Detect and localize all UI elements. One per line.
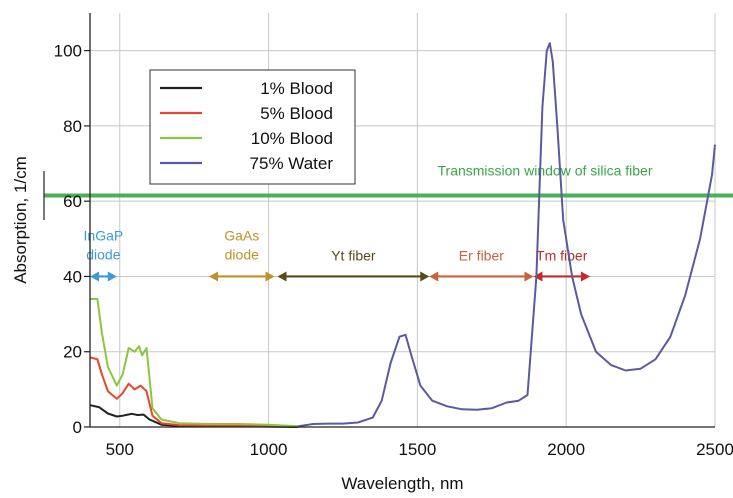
legend-label: 5% Blood	[260, 104, 333, 123]
range-label: InGaP	[84, 227, 124, 243]
range-arrow-head-right	[524, 271, 534, 282]
y-tick-label: 100	[54, 42, 82, 61]
series-line-10-blood	[90, 298, 299, 428]
axes	[43, 13, 715, 428]
x-tick-label: 1500	[398, 440, 436, 459]
range-label: Yt fiber	[331, 247, 376, 263]
legend: 1% Blood 5% Blood 10% Blood 75% Water	[149, 69, 356, 185]
range-label: Er fiber	[459, 247, 504, 263]
y-tick-label: 20	[63, 343, 82, 362]
legend-label: 10% Blood	[251, 129, 333, 148]
range-arrow-head-right	[420, 271, 430, 282]
y-tick-label: 80	[63, 117, 82, 136]
range-arrow-head-left	[90, 271, 99, 282]
series-line-5-blood	[89, 356, 299, 428]
legend-label: 75% Water	[250, 154, 334, 173]
tick-labels: 500 1000 1500 2000 2500 0 20 40 60 80 100	[54, 42, 733, 459]
series-lines	[89, 42, 716, 428]
transmission-window: Transmission window of silica fiber	[44, 163, 733, 198]
range-label: diode	[86, 246, 120, 262]
range-label: Tm fiber	[536, 247, 588, 263]
range-label: diode	[225, 246, 259, 262]
y-tick-label: 60	[63, 192, 82, 211]
range-arrow-head-left	[209, 271, 219, 282]
y-axis-label: Absorption, 1/cm	[11, 156, 30, 284]
range-arrow-head-right	[581, 271, 590, 282]
x-tick-label: 1000	[250, 440, 288, 459]
wavelength-ranges: InGaP diode GaAs diode Yt fiber Er fiber Tm fi…	[84, 227, 590, 282]
y-tick-label: 40	[63, 267, 82, 286]
x-axis-label: Wavelength, nm	[341, 474, 463, 493]
range-arrow-head-left	[429, 271, 439, 282]
range-arrow-head-left	[277, 271, 287, 282]
legend-label: 1% Blood	[260, 79, 333, 98]
range-label: GaAs	[224, 227, 259, 243]
x-tick-label: 500	[106, 440, 134, 459]
y-tick-label: 0	[73, 418, 82, 437]
range-arrow-head-left	[533, 271, 543, 282]
x-tick-label: 2000	[547, 440, 585, 459]
transmission-window-label: Transmission window of silica fiber	[438, 163, 653, 179]
x-tick-label: 2500	[696, 440, 733, 459]
range-arrow-head-right	[107, 271, 117, 282]
series-line-75-water	[298, 42, 716, 428]
range-arrow-head-right	[265, 271, 275, 282]
